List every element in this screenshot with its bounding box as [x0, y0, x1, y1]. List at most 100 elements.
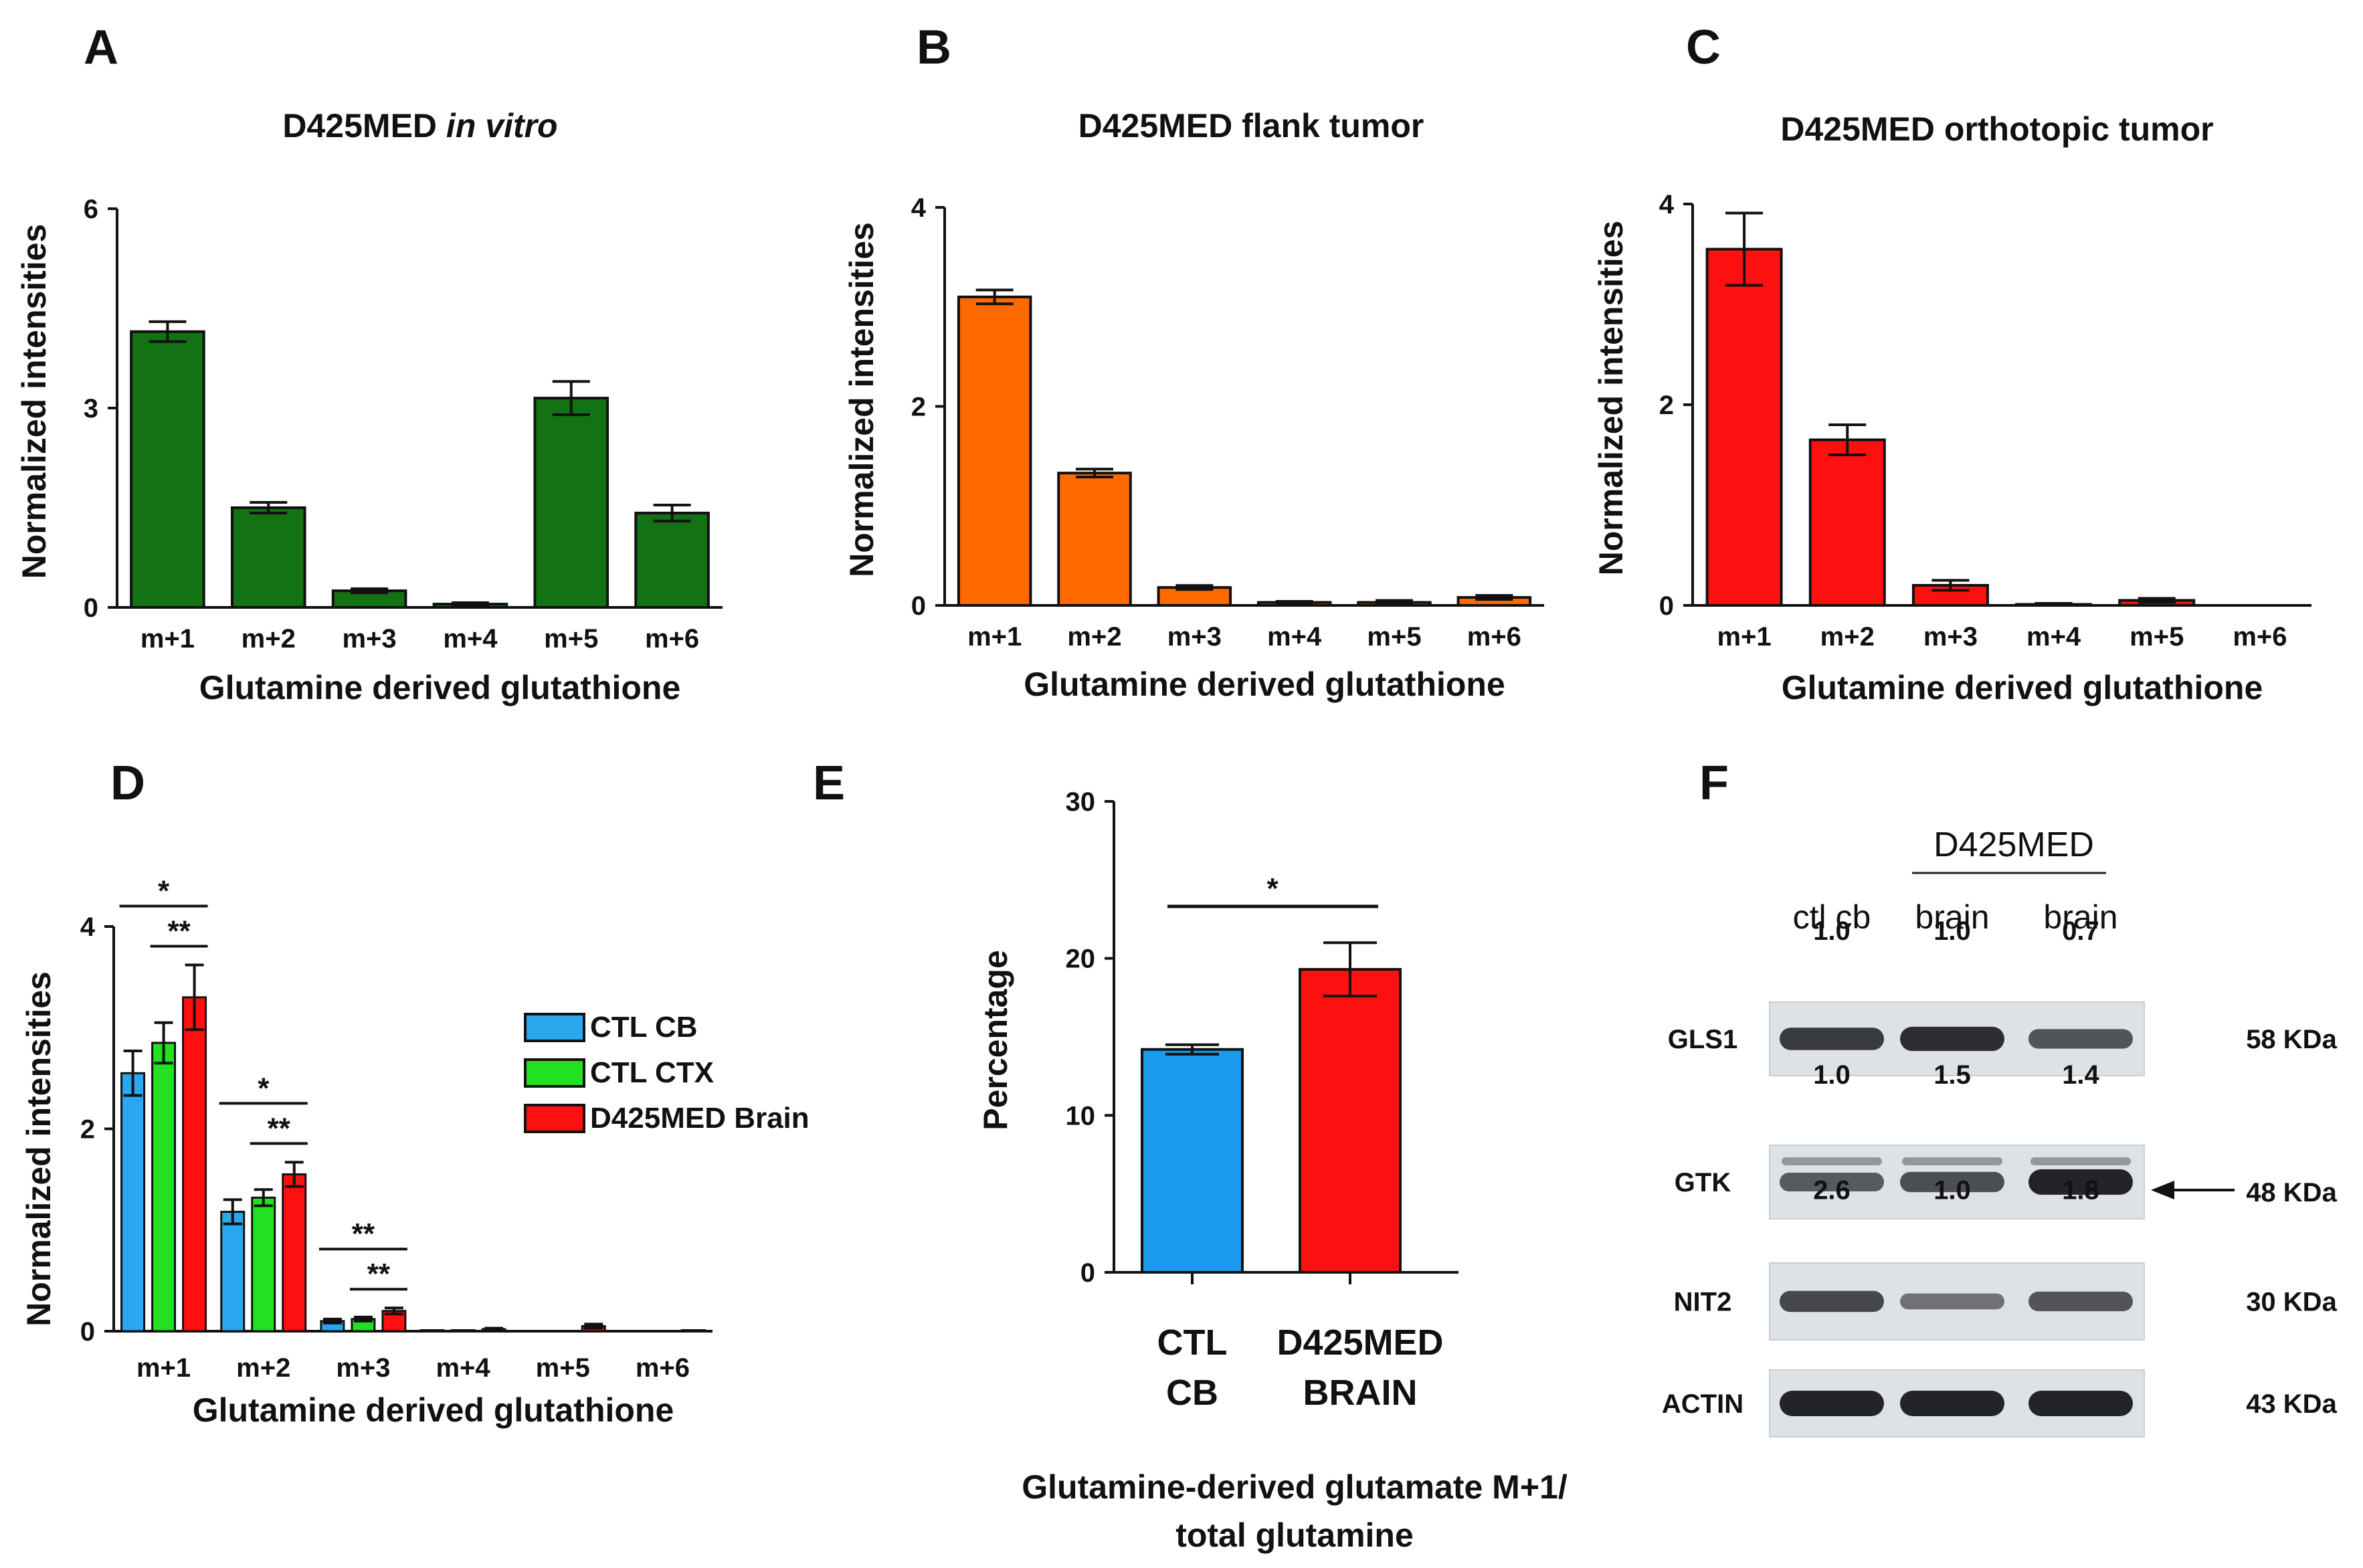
blot-quant-value: 1.0	[1813, 916, 1851, 946]
lane-label: brain	[2043, 898, 2117, 936]
x-axis-label: Glutamine derived glutathione	[1782, 669, 2263, 706]
bar-m+2	[230, 506, 306, 609]
blot-quant-value: 1.0	[1933, 916, 1971, 946]
significance-label: *	[158, 874, 170, 907]
significance-label: **	[268, 1112, 291, 1145]
blot-band	[1780, 1391, 1884, 1416]
blot-row-label: GTK	[1675, 1168, 1731, 1197]
blot-band	[2028, 1291, 2133, 1312]
blot-quant-value: 1.5	[1933, 1060, 1971, 1090]
y-tick-label: 0	[1659, 591, 1674, 621]
x-tick-label: m+2	[242, 624, 296, 654]
blot-band	[1900, 1391, 2004, 1416]
bar-d425med-brain-m+1	[182, 996, 207, 1333]
significance-label: **	[352, 1217, 375, 1250]
x-tick-label: m+6	[2233, 622, 2287, 652]
y-tick-label: 4	[911, 193, 927, 223]
blot-quant-value: 0.7	[2062, 916, 2099, 946]
blot-band-upper	[1902, 1157, 2002, 1165]
lane-label: ctl cb	[1793, 898, 1871, 936]
blot-quant-value: 2.6	[1813, 1176, 1851, 1205]
y-tick-label: 0	[84, 593, 98, 623]
blot-group-label: D425MED	[1933, 825, 2094, 864]
panel-letter-a: A	[84, 21, 118, 74]
blot-quant-value: 1.4	[2062, 1060, 2099, 1090]
blot-kda-label: 48 KDa	[2246, 1178, 2337, 1207]
chart-title: D425MED orthotopic tumor	[1780, 110, 2213, 148]
blot-quant-value: 1.0	[1933, 1176, 1971, 1205]
bar-m+1	[957, 295, 1032, 607]
panel-b: B D425MED flank tumor 0 2 4 Normalized intens…	[843, 21, 1544, 703]
blot-band	[1900, 1293, 2004, 1310]
blot-band	[1780, 1172, 1884, 1192]
x-tick-label: m+3	[342, 624, 396, 654]
bar-d425med-brain	[1299, 968, 1402, 1274]
x-tick-label: m+4	[1267, 622, 1322, 652]
blot-row-label: ACTIN	[1662, 1389, 1743, 1419]
blot-band	[2028, 1169, 2133, 1195]
bar-ctl-ctx-m+2	[251, 1196, 276, 1333]
y-tick-label: 6	[84, 195, 98, 224]
x-tick-label: m+2	[1820, 622, 1875, 652]
bar-m+2	[1808, 438, 1886, 607]
blot-kda-label: 30 KDa	[2246, 1288, 2337, 1317]
y-tick-label: 20	[1066, 945, 1096, 974]
legend-label: CTL CTX	[590, 1056, 714, 1089]
y-axis-label: Normalized intensities	[15, 224, 53, 579]
chart-title-main: D425MED	[282, 107, 446, 144]
x-tick-label: D425MED	[1277, 1322, 1443, 1363]
x-tick-label: m+3	[336, 1353, 390, 1383]
significance-label: **	[167, 914, 191, 947]
bar-m+6	[634, 511, 710, 609]
x-tick-label: m+1	[1717, 622, 1771, 652]
x-axis-label: Glutamine derived glutathione	[193, 1391, 674, 1429]
x-tick-label: m+5	[2130, 622, 2184, 652]
y-tick-label: 0	[80, 1317, 95, 1347]
caption-line: Glutamine-derived glutamate M+1/	[1022, 1468, 1568, 1506]
x-tick-label: m+4	[443, 624, 498, 654]
y-tick-label: 4	[1659, 190, 1675, 219]
panel-c: C D425MED orthotopic tumor 0 2 4 Normalized i…	[1592, 21, 2311, 706]
panel-letter-b: B	[917, 21, 951, 74]
y-axis-label: Normalized intensities	[20, 971, 58, 1327]
bar-ctl-cb-m+1	[120, 1072, 146, 1333]
legend-swatch-ctl-ctx	[524, 1058, 585, 1088]
blot-band	[2028, 1029, 2133, 1049]
significance-label: *	[258, 1072, 270, 1104]
x-tick-label: m+4	[436, 1353, 490, 1383]
blot-kda-label: 43 KDa	[2246, 1389, 2337, 1419]
blot-band	[1900, 1171, 2004, 1193]
y-tick-label: 0	[1080, 1258, 1095, 1288]
bar-m+1	[130, 330, 205, 609]
significance-label: *	[1266, 872, 1279, 905]
legend-label: D425MED Brain	[590, 1102, 810, 1135]
panel-letter-e: E	[813, 757, 845, 810]
bar-m+2	[1057, 472, 1132, 607]
x-tick-label: CB	[1166, 1373, 1218, 1413]
bar-ctl-ctx-m+4	[450, 1329, 476, 1333]
blot-kda-label: 58 KDa	[2246, 1025, 2337, 1054]
panel-e: E 0 10 20 30 Percentage CTL CB D425MED BRAIN * Glut…	[813, 757, 1568, 1554]
lane-label: brain	[1915, 898, 1989, 936]
x-tick-label: m+1	[140, 624, 195, 654]
x-tick-label: m+3	[1167, 622, 1222, 652]
y-tick-label: 0	[911, 591, 926, 621]
blot-band	[1780, 1027, 1884, 1050]
chart-title: D425MED in vitro	[282, 107, 557, 144]
y-tick-label: 2	[911, 393, 926, 422]
x-tick-label: m+1	[967, 622, 1022, 652]
blot-quant-value: 1.0	[1813, 1060, 1851, 1090]
legend-label: CTL CB	[590, 1011, 698, 1044]
x-axis-label: Glutamine derived glutathione	[1024, 666, 1505, 703]
blot-band	[1780, 1290, 1884, 1312]
blot-band	[2028, 1391, 2133, 1416]
chart-title-main: D425MED flank tumor	[1078, 107, 1424, 144]
blot-band-upper	[1782, 1157, 1882, 1165]
blot-band-upper	[2030, 1157, 2131, 1165]
y-tick-label: 3	[84, 394, 98, 423]
y-tick-label: 4	[80, 912, 96, 942]
blot-quant-value: 1.8	[2062, 1176, 2099, 1205]
blot-band	[1900, 1026, 2004, 1052]
chart-title-italic: in vitro	[446, 107, 558, 144]
